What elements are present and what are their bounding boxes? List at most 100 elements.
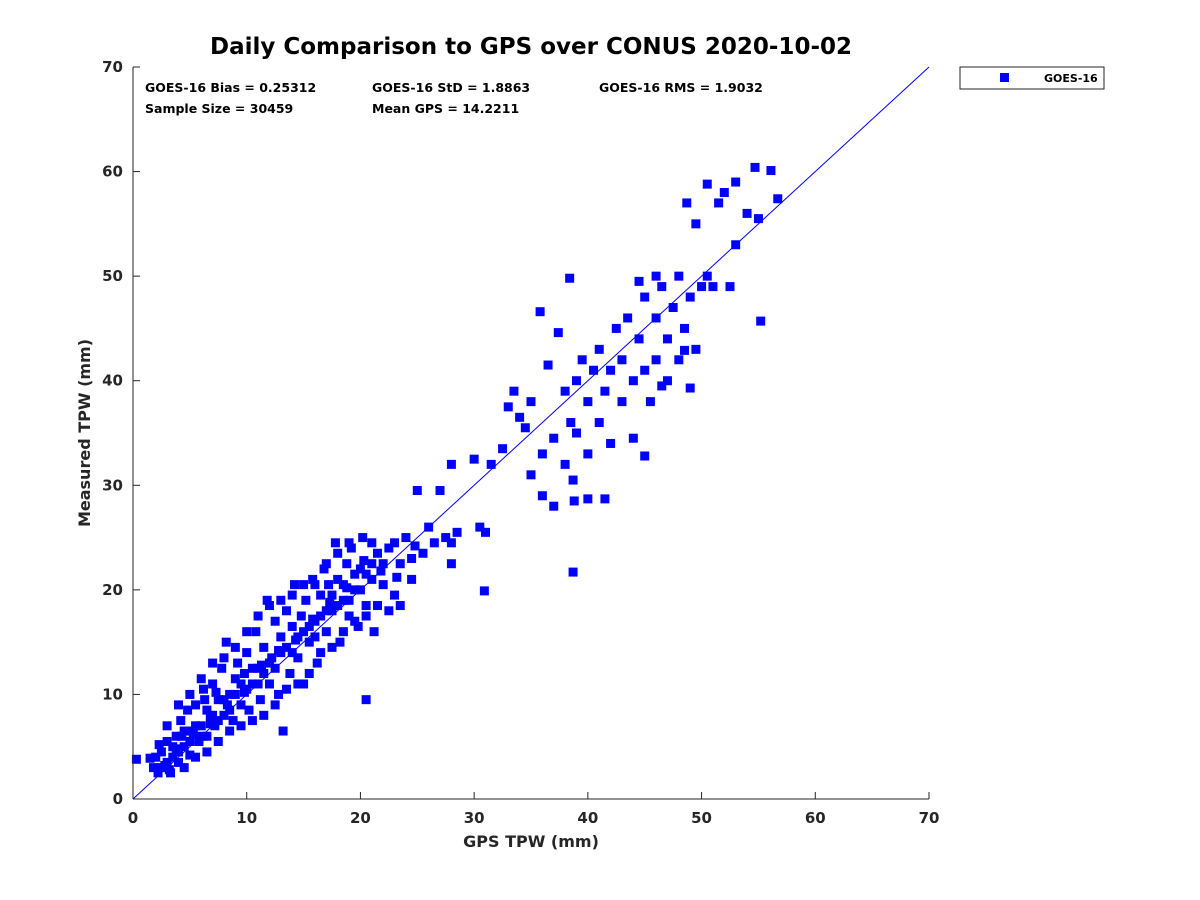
data-point <box>571 428 581 438</box>
x-tick-label: 40 <box>577 809 598 827</box>
data-point <box>171 744 181 754</box>
data-point <box>469 454 479 464</box>
data-point <box>702 271 712 281</box>
data-point <box>264 679 274 689</box>
data-point <box>327 590 337 600</box>
data-point <box>304 621 314 631</box>
data-point <box>225 689 235 699</box>
data-point <box>179 726 189 736</box>
data-point <box>731 177 741 187</box>
data-point <box>372 601 382 611</box>
data-point <box>773 194 783 204</box>
data-point <box>691 344 701 354</box>
data-point <box>221 637 231 647</box>
y-ticks: 0 10 20 30 40 50 60 70 <box>102 58 140 808</box>
data-point <box>239 687 249 697</box>
data-point <box>293 679 303 689</box>
data-point <box>289 580 299 590</box>
data-point <box>651 271 661 281</box>
data-point <box>565 273 575 283</box>
data-point <box>333 548 343 558</box>
data-point <box>327 642 337 652</box>
data-point <box>264 658 274 668</box>
data-point <box>183 705 193 715</box>
x-tick-label: 20 <box>350 809 371 827</box>
data-point <box>301 595 311 605</box>
data-point <box>154 740 164 750</box>
data-point <box>682 198 692 208</box>
data-point <box>606 438 616 448</box>
data-point <box>384 543 394 553</box>
data-point <box>324 580 334 590</box>
data-point <box>566 418 576 428</box>
data-point <box>617 355 627 365</box>
data-point <box>680 345 690 355</box>
data-point <box>267 653 277 663</box>
data-point <box>750 162 760 172</box>
x-tick-label: 10 <box>236 809 257 827</box>
data-point <box>367 559 377 569</box>
data-point <box>628 376 638 386</box>
data-point <box>392 572 402 582</box>
y-tick-label: 20 <box>102 581 123 599</box>
data-point <box>287 621 297 631</box>
data-point <box>251 627 261 637</box>
x-tick-label: 70 <box>919 809 940 827</box>
data-point <box>756 316 766 326</box>
data-point <box>657 282 667 292</box>
data-point <box>753 214 763 224</box>
data-point <box>310 580 320 590</box>
data-point <box>185 736 195 746</box>
data-point <box>486 459 496 469</box>
data-point <box>202 705 212 715</box>
data-point <box>668 303 678 313</box>
data-point <box>256 660 266 670</box>
data-point <box>571 376 581 386</box>
data-point <box>276 595 286 605</box>
data-point <box>196 674 206 684</box>
data-point <box>577 355 587 365</box>
stat-bias: GOES-16 Bias = 0.25312 <box>145 80 316 95</box>
data-point <box>236 700 246 710</box>
one-to-one-line <box>132 66 930 800</box>
data-point <box>410 541 420 551</box>
y-tick-label: 40 <box>102 372 123 390</box>
data-point <box>316 590 326 600</box>
data-point <box>179 763 189 773</box>
data-point <box>549 501 559 511</box>
data-point <box>401 533 411 543</box>
data-point <box>293 653 303 663</box>
legend-label: GOES-16 <box>1044 72 1098 85</box>
data-point <box>230 674 240 684</box>
data-point <box>674 355 684 365</box>
data-point <box>697 282 707 292</box>
data-point <box>503 402 513 412</box>
x-tick-label: 60 <box>805 809 826 827</box>
data-point <box>526 470 536 480</box>
data-point <box>262 595 272 605</box>
data-point <box>594 344 604 354</box>
legend-marker <box>1000 73 1009 82</box>
data-point <box>611 323 621 333</box>
data-point <box>407 553 417 563</box>
data-point <box>156 763 166 773</box>
data-point <box>583 449 593 459</box>
data-point <box>429 538 439 548</box>
data-point <box>319 564 329 574</box>
data-point <box>310 632 320 642</box>
data-point <box>742 208 752 218</box>
data-point <box>568 475 578 485</box>
data-point <box>210 721 220 731</box>
stat-std: GOES-16 StD = 1.8863 <box>372 80 530 95</box>
data-point <box>282 606 292 616</box>
data-point <box>276 632 286 642</box>
data-point <box>173 700 183 710</box>
data-point <box>606 365 616 375</box>
data-point <box>208 679 218 689</box>
data-point <box>228 716 238 726</box>
data-point <box>219 653 229 663</box>
data-point <box>662 376 672 386</box>
chart-title: Daily Comparison to GPS over CONUS 2020-… <box>210 34 852 60</box>
data-point <box>640 292 650 302</box>
data-point <box>657 381 667 391</box>
